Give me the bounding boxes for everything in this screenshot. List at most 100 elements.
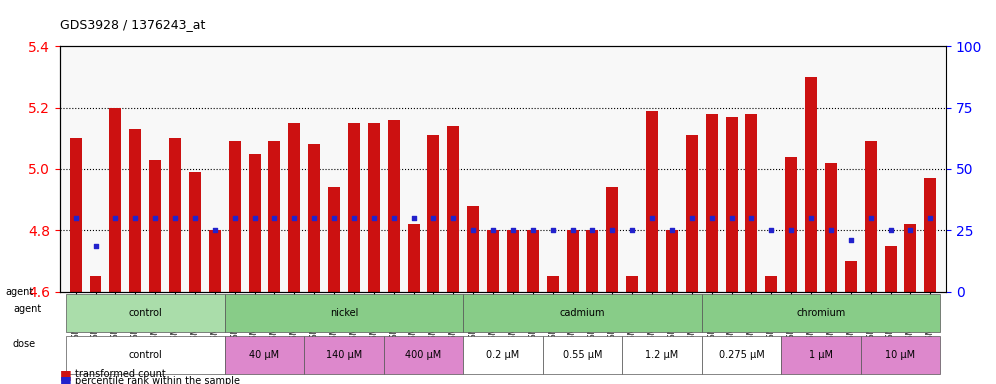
FancyBboxPatch shape <box>622 336 702 374</box>
FancyBboxPatch shape <box>225 336 304 374</box>
Text: 40 μM: 40 μM <box>249 350 280 360</box>
Point <box>664 227 680 233</box>
Bar <box>725 117 737 292</box>
Bar <box>607 187 619 292</box>
Bar <box>169 138 181 292</box>
Bar <box>308 144 320 292</box>
Text: agent: agent <box>13 304 41 314</box>
Bar <box>249 154 261 292</box>
Text: dose: dose <box>13 339 36 349</box>
Text: 0.55 μM: 0.55 μM <box>563 350 603 360</box>
Text: 10 μM: 10 μM <box>885 350 915 360</box>
Point <box>505 227 521 233</box>
Point <box>863 215 878 221</box>
Point <box>147 215 163 221</box>
Text: agent: agent <box>5 287 33 297</box>
Point <box>565 227 581 233</box>
Bar <box>467 206 479 292</box>
Text: transformed count: transformed count <box>75 369 165 379</box>
Bar <box>785 157 797 292</box>
Point <box>167 215 183 221</box>
FancyBboxPatch shape <box>66 336 225 374</box>
Bar <box>387 120 399 292</box>
Point <box>286 215 302 221</box>
Bar <box>646 111 658 292</box>
Point <box>465 227 481 233</box>
Text: chromium: chromium <box>797 308 846 318</box>
Point <box>366 215 381 221</box>
Text: ■: ■ <box>60 368 72 381</box>
Bar <box>288 123 300 292</box>
FancyBboxPatch shape <box>225 294 463 332</box>
Bar <box>507 230 519 292</box>
Point <box>405 215 421 221</box>
Text: percentile rank within the sample: percentile rank within the sample <box>75 376 240 384</box>
Point <box>704 215 720 221</box>
Point <box>68 215 84 221</box>
Bar <box>884 246 896 292</box>
Bar <box>865 141 876 292</box>
Text: 140 μM: 140 μM <box>326 350 363 360</box>
Point <box>485 227 501 233</box>
Point <box>902 227 918 233</box>
Point <box>445 215 461 221</box>
Bar <box>70 138 82 292</box>
Text: GDS3928 / 1376243_at: GDS3928 / 1376243_at <box>60 18 205 31</box>
Text: 400 μM: 400 μM <box>405 350 441 360</box>
Bar <box>328 187 340 292</box>
Bar <box>904 224 916 292</box>
FancyBboxPatch shape <box>66 294 225 332</box>
Point <box>306 215 322 221</box>
Point <box>585 227 601 233</box>
FancyBboxPatch shape <box>463 336 543 374</box>
Bar <box>924 178 936 292</box>
Text: nickel: nickel <box>330 308 359 318</box>
Point <box>207 227 223 233</box>
Bar <box>487 230 499 292</box>
Bar <box>845 261 857 292</box>
Text: 1 μM: 1 μM <box>809 350 833 360</box>
Point <box>385 215 401 221</box>
Bar <box>547 276 559 292</box>
Bar <box>149 160 161 292</box>
Bar <box>229 141 241 292</box>
Point <box>823 227 839 233</box>
Bar <box>269 141 281 292</box>
Bar <box>189 172 201 292</box>
Bar <box>706 114 718 292</box>
Bar <box>666 230 678 292</box>
Point <box>525 227 541 233</box>
Bar <box>209 230 221 292</box>
Point <box>743 215 759 221</box>
Point <box>425 215 441 221</box>
Point <box>88 243 104 249</box>
FancyBboxPatch shape <box>543 336 622 374</box>
Point <box>127 215 143 221</box>
Bar <box>407 224 419 292</box>
Point <box>783 227 799 233</box>
Bar <box>527 230 539 292</box>
Bar <box>129 129 141 292</box>
Bar <box>368 123 379 292</box>
FancyBboxPatch shape <box>781 336 861 374</box>
FancyBboxPatch shape <box>702 294 940 332</box>
Bar <box>587 230 599 292</box>
Point <box>922 215 938 221</box>
FancyBboxPatch shape <box>463 294 702 332</box>
Point <box>267 215 283 221</box>
Point <box>545 227 561 233</box>
Bar <box>447 126 459 292</box>
Bar <box>686 135 698 292</box>
Bar <box>348 123 360 292</box>
Point <box>108 215 124 221</box>
Bar <box>427 135 439 292</box>
Bar <box>825 163 837 292</box>
Point <box>803 215 819 221</box>
FancyBboxPatch shape <box>861 336 940 374</box>
FancyBboxPatch shape <box>383 336 463 374</box>
Point <box>644 215 660 221</box>
FancyBboxPatch shape <box>304 336 383 374</box>
Point <box>763 227 779 233</box>
Bar <box>626 276 638 292</box>
FancyBboxPatch shape <box>702 336 781 374</box>
